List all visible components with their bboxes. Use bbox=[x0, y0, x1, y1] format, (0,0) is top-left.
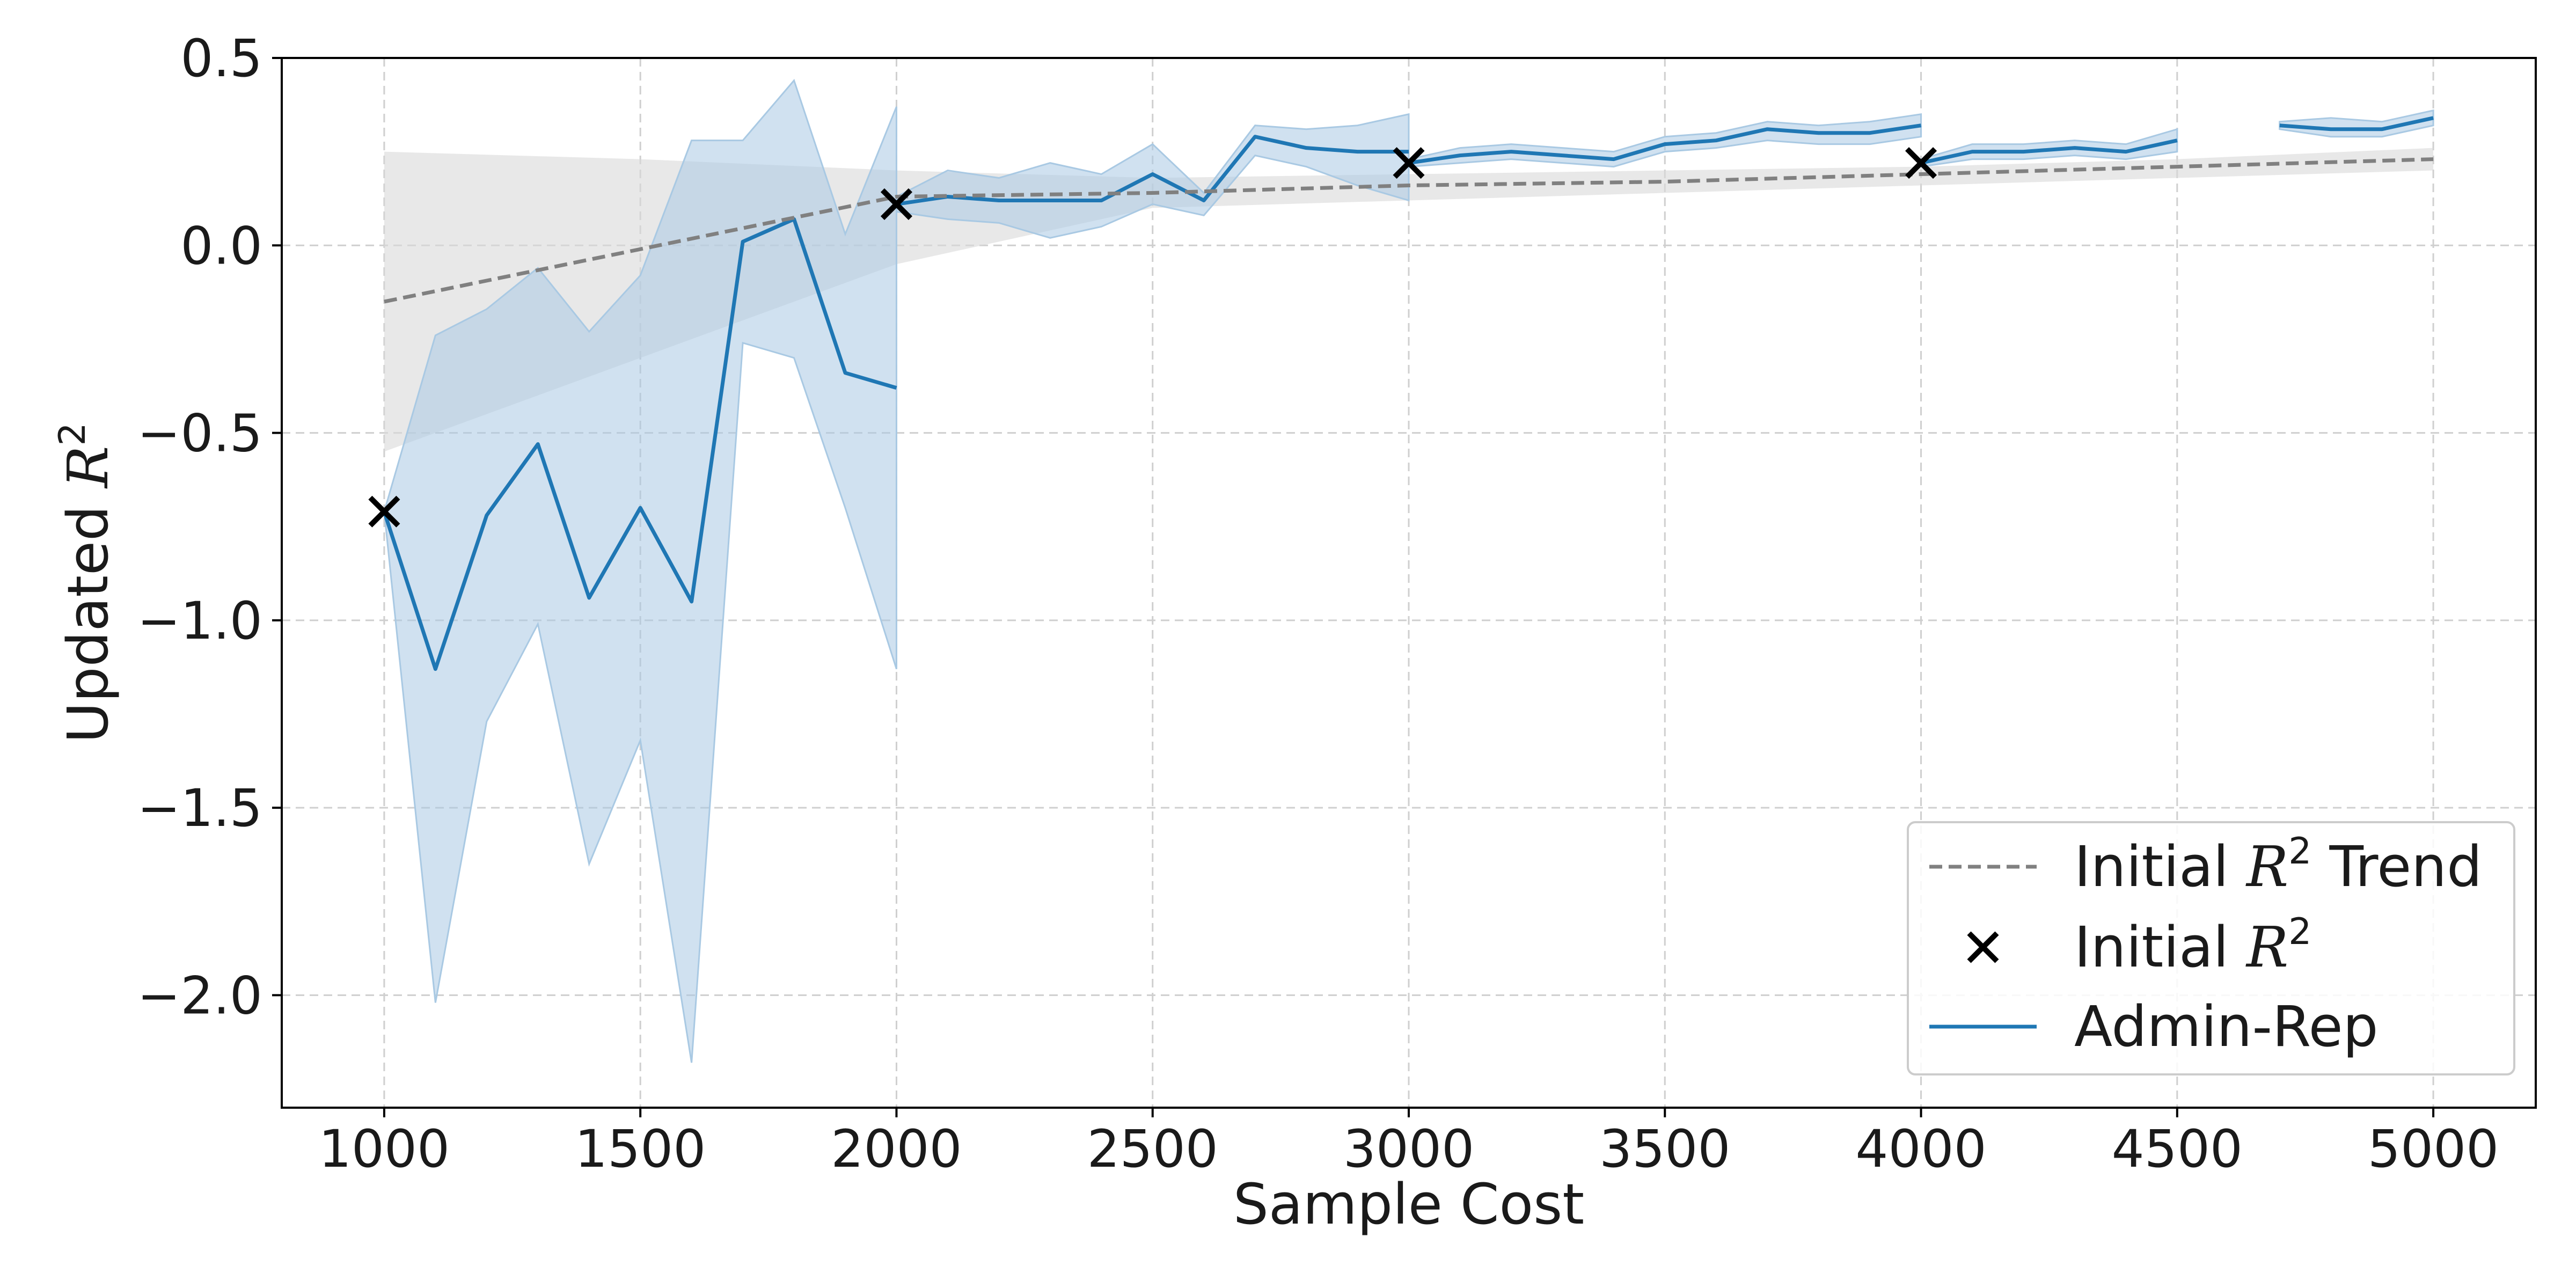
x-tick-label: 3500 bbox=[1599, 1119, 1730, 1179]
x-tick-label: 4500 bbox=[2112, 1119, 2243, 1179]
legend-trend-sup: 2 bbox=[2288, 830, 2311, 873]
y-axis-label-text: Updated bbox=[55, 488, 121, 743]
admin-rep-line bbox=[382, 217, 897, 671]
legend-initial-label: Initial R2 bbox=[2074, 911, 2311, 980]
initial-r2-marker bbox=[880, 188, 912, 220]
trend-line bbox=[384, 157, 2434, 304]
axis-ticks: 1000 1500 2000 2500 3000 3500 4000 4500 5000 0.5 0… bbox=[137, 28, 2499, 1179]
x-tick-label: 2000 bbox=[831, 1119, 962, 1179]
initial-markers bbox=[368, 147, 1937, 528]
series-lines bbox=[382, 116, 2434, 671]
legend: Initial R2 Trend Initial R2 Admin-Rep bbox=[1907, 821, 2515, 1075]
y-tick-label: 0.5 bbox=[180, 28, 262, 89]
x-tick-label: 1500 bbox=[575, 1119, 706, 1179]
admin-rep-line bbox=[1408, 123, 1922, 165]
y-axis-label: Updated R2 bbox=[52, 422, 121, 743]
initial-r2-marker bbox=[1905, 147, 1937, 179]
y-tick-label: −0.5 bbox=[137, 404, 262, 464]
y-axis-label-sup: 2 bbox=[52, 422, 94, 445]
x-axis-label: Sample Cost bbox=[1233, 1172, 1584, 1237]
legend-initial-prefix: Initial bbox=[2074, 914, 2246, 980]
admin-rep-line bbox=[2279, 116, 2434, 131]
legend-trend-prefix: Initial bbox=[2074, 834, 2246, 899]
y-tick-label: 0.0 bbox=[180, 216, 262, 276]
initial-r2-marker bbox=[368, 495, 400, 528]
legend-initial-math: R bbox=[2245, 914, 2288, 980]
legend-initial-cross bbox=[1967, 931, 1999, 963]
legend-trend-suffix: Trend bbox=[2311, 834, 2482, 899]
cross-stroke bbox=[1905, 147, 1937, 179]
admin-rep-line bbox=[1920, 138, 2178, 165]
y-tick-label: −1.0 bbox=[137, 591, 262, 651]
legend-box bbox=[1907, 821, 2515, 1075]
y-tick-label: −2.0 bbox=[137, 965, 262, 1026]
x-tick-label: 3000 bbox=[1343, 1119, 1474, 1179]
y-tick-label: −1.5 bbox=[137, 778, 262, 838]
legend-initial-sup: 2 bbox=[2288, 911, 2311, 953]
y-axis-label-math: R bbox=[55, 446, 121, 489]
cross-stroke bbox=[880, 188, 912, 220]
cross-stroke bbox=[1393, 147, 1425, 179]
admin-rep-line bbox=[896, 135, 1409, 206]
initial-r2-marker bbox=[1393, 147, 1425, 179]
x-tick-label: 5000 bbox=[2368, 1119, 2499, 1179]
x-tick-label: 1000 bbox=[319, 1119, 450, 1179]
x-tick-label: 4000 bbox=[1855, 1119, 1986, 1179]
cross-stroke bbox=[1967, 931, 1999, 963]
x-tick-label: 2500 bbox=[1087, 1119, 1218, 1179]
legend-trend-math: R bbox=[2245, 834, 2288, 899]
legend-trend-label: Initial R2 Trend bbox=[2074, 830, 2482, 899]
cross-stroke bbox=[368, 495, 400, 528]
legend-admin-rep-label: Admin-Rep bbox=[2074, 994, 2379, 1059]
legend-initial-swatch bbox=[1967, 931, 1999, 963]
